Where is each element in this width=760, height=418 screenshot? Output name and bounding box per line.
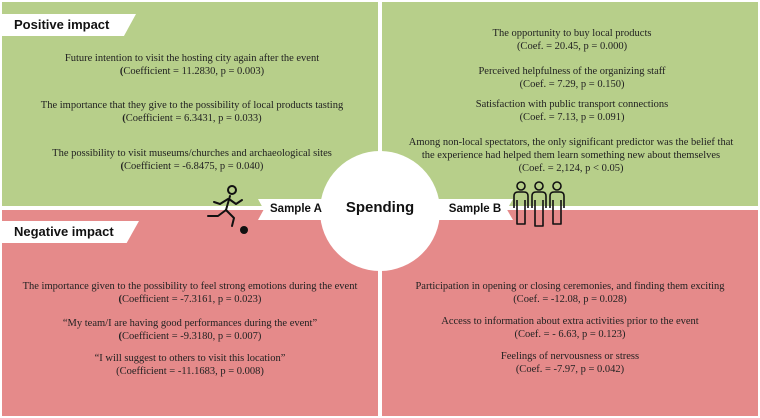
positive-impact-heading: Positive impact bbox=[2, 14, 136, 36]
negative-a-item-1: The importance given to the possibility … bbox=[22, 281, 358, 305]
positive-b-item-4: Among non-local spectators, the only sig… bbox=[408, 137, 734, 174]
positive-a-item-2: The importance that they give to the pos… bbox=[40, 100, 344, 124]
positive-sample-a-panel: Positive impact Future intention to visi… bbox=[2, 2, 378, 206]
group-of-people-icon bbox=[513, 181, 565, 227]
positive-sample-b-panel: The opportunity to buy local products (C… bbox=[382, 2, 758, 206]
negative-sample-b-panel: Participation in opening or closing cere… bbox=[382, 210, 758, 416]
sample-b-label: Sample B bbox=[437, 199, 513, 220]
positive-b-item-1: The opportunity to buy local products (C… bbox=[492, 28, 652, 52]
spending-label: Spending bbox=[345, 199, 415, 216]
negative-impact-heading: Negative impact bbox=[2, 221, 139, 243]
positive-b-item-2: Perceived helpfulness of the organizing … bbox=[478, 66, 666, 90]
positive-b-item-3: Satisfaction with public transport conne… bbox=[475, 99, 669, 123]
positive-a-item-1: Future intention to visit the hosting ci… bbox=[64, 53, 320, 77]
negative-a-item-2: “My team/I are having good performances … bbox=[62, 318, 318, 342]
negative-a-item-3: “I will suggest to others to visit this … bbox=[94, 353, 286, 377]
spending-hub-circle bbox=[320, 151, 440, 271]
negative-b-item-2: Access to information about extra activi… bbox=[441, 316, 699, 340]
negative-sample-a-panel: Negative impact The importance given to … bbox=[2, 210, 378, 416]
negative-b-item-1: Participation in opening or closing cere… bbox=[415, 281, 725, 305]
sample-a-label: Sample A bbox=[258, 199, 330, 220]
soccer-player-icon bbox=[207, 185, 248, 234]
negative-b-item-3: Feelings of nervousness or stress (Coef.… bbox=[500, 351, 640, 375]
positive-a-item-3: The possibility to visit museums/churche… bbox=[52, 148, 332, 172]
